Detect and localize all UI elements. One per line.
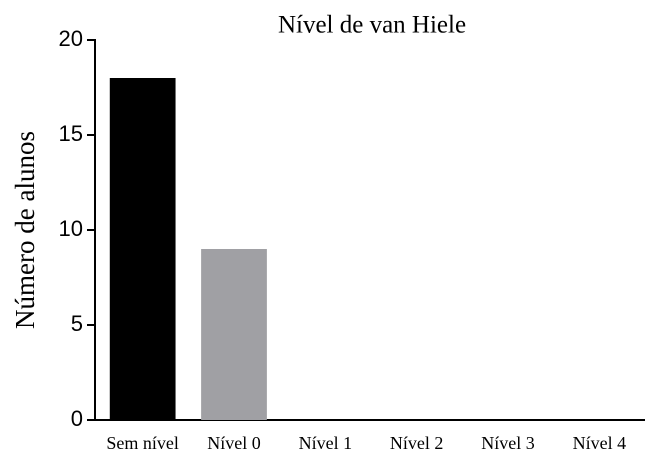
x-tick-label: Sem nível [106, 433, 179, 453]
x-tick-label: Nível 1 [299, 433, 353, 453]
bar [109, 78, 176, 420]
x-tick-label: Nível 4 [573, 433, 627, 453]
x-tick-label: Nível 3 [481, 433, 535, 453]
y-tick-label: 5 [71, 311, 83, 336]
chart-title: Nível de van Hiele [278, 12, 466, 39]
x-tick-label: Nível 0 [207, 433, 261, 453]
y-axis-label: Número de alunos [10, 131, 40, 329]
x-tick-label: Nível 2 [390, 433, 444, 453]
y-tick-label: 20 [59, 26, 83, 51]
y-tick-label: 0 [71, 406, 83, 431]
bar [201, 249, 267, 420]
y-tick-label: 15 [59, 121, 83, 146]
y-tick-label: 10 [59, 216, 83, 241]
